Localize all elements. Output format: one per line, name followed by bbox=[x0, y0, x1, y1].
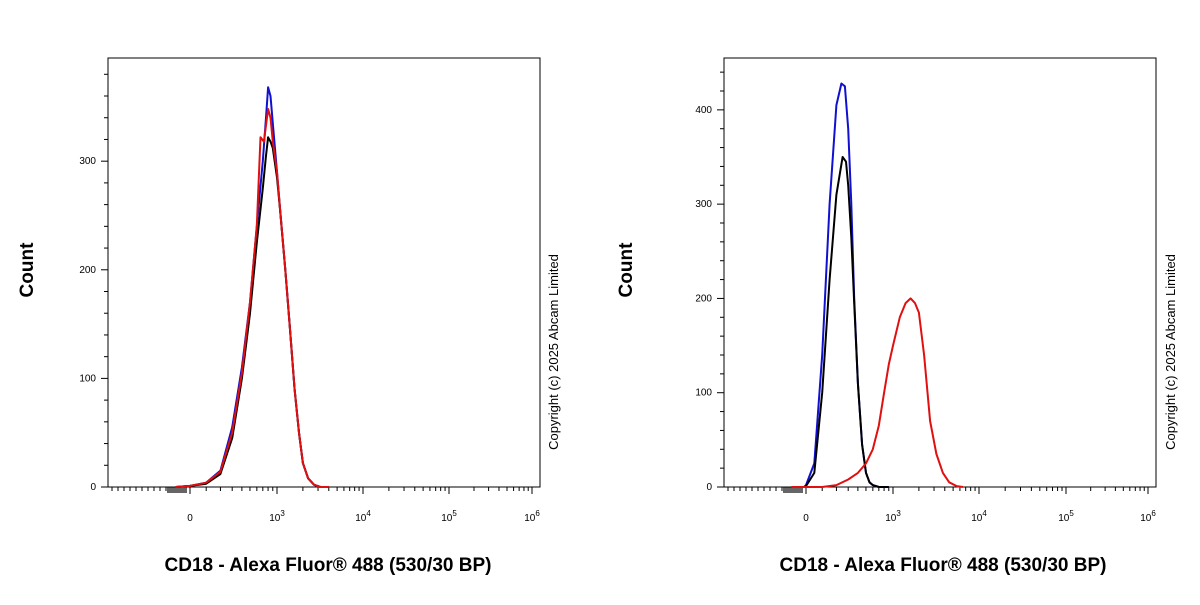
x-tick-base: 10 bbox=[269, 513, 281, 524]
x-tick-exponent: 6 bbox=[1151, 509, 1156, 518]
plot-frame bbox=[107, 57, 541, 488]
y-tick-label: 300 bbox=[695, 199, 712, 210]
x-axis-title: CD18 - Alexa Fluor® 488 (530/30 BP) bbox=[165, 555, 492, 576]
x-tick-label: 106 bbox=[524, 509, 540, 524]
y-tick-label: 0 bbox=[706, 482, 712, 493]
x-tick-base: 10 bbox=[1058, 513, 1070, 524]
x-tick-label: 0 bbox=[803, 513, 809, 524]
x-tick-label: 104 bbox=[355, 509, 371, 524]
x-tick-exponent: 3 bbox=[896, 509, 901, 518]
y-axis-title: Count bbox=[616, 242, 637, 298]
plot-frame bbox=[723, 57, 1157, 488]
y-tick-label: 100 bbox=[695, 388, 712, 399]
series-line-black bbox=[175, 136, 329, 488]
x-tick-exponent: 5 bbox=[452, 509, 457, 518]
y-tick-label: 0 bbox=[90, 482, 96, 493]
x-tick-base: 0 bbox=[803, 513, 809, 524]
y-tick-label: 300 bbox=[79, 156, 96, 167]
x-tick-base: 10 bbox=[885, 513, 897, 524]
x-tick-exponent: 4 bbox=[982, 509, 987, 518]
x-tick-exponent: 4 bbox=[366, 509, 371, 518]
series-line-blue bbox=[791, 82, 889, 488]
copyright-text: Copyright (c) 2025 Abcam Limited bbox=[1163, 254, 1178, 450]
x-tick-exponent: 3 bbox=[280, 509, 285, 518]
copyright-text: Copyright (c) 2025 Abcam Limited bbox=[546, 254, 561, 450]
y-tick-label: 400 bbox=[695, 105, 712, 116]
y-tick-label: 200 bbox=[79, 265, 96, 276]
x-tick-base: 10 bbox=[1140, 513, 1152, 524]
series-line-red bbox=[175, 108, 329, 488]
x-tick-label: 0 bbox=[187, 513, 193, 524]
y-tick-label: 200 bbox=[695, 293, 712, 304]
series-line-black bbox=[791, 156, 889, 488]
x-axis-title: CD18 - Alexa Fluor® 488 (530/30 BP) bbox=[780, 555, 1107, 576]
x-tick-label: 104 bbox=[971, 509, 987, 524]
x-tick-base: 10 bbox=[524, 513, 536, 524]
y-tick-label: 100 bbox=[79, 373, 96, 384]
x-tick-base: 10 bbox=[971, 513, 983, 524]
x-tick-exponent: 6 bbox=[535, 509, 540, 518]
x-tick-label: 103 bbox=[885, 509, 901, 524]
x-tick-base: 0 bbox=[187, 513, 193, 524]
x-tick-label: 103 bbox=[269, 509, 285, 524]
x-tick-label: 106 bbox=[1140, 509, 1156, 524]
series-line-red bbox=[791, 297, 964, 488]
y-axis-title: Count bbox=[17, 242, 38, 298]
x-tick-label: 105 bbox=[1058, 509, 1074, 524]
x-tick-base: 10 bbox=[441, 513, 453, 524]
x-tick-label: 105 bbox=[441, 509, 457, 524]
x-tick-exponent: 5 bbox=[1069, 509, 1074, 518]
x-tick-base: 10 bbox=[355, 513, 367, 524]
